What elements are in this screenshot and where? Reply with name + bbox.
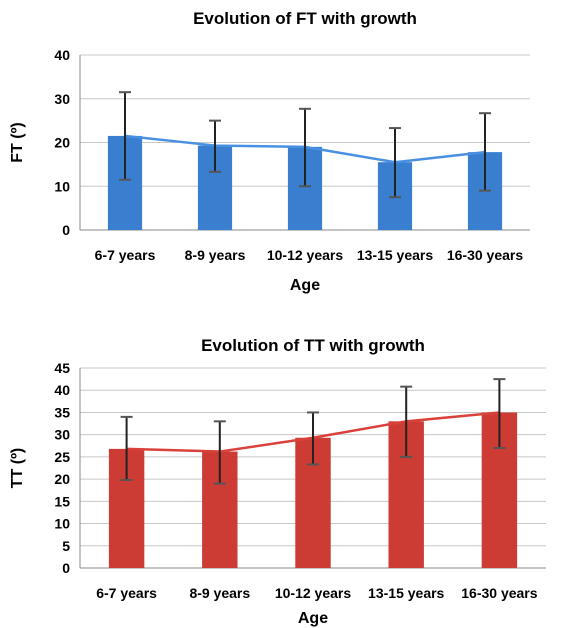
x-tick-label: 16-30 years [447, 247, 524, 263]
error-bar-3 [299, 107, 311, 188]
chart-2: Evolution of TT with growth 0 5 10 15 20 25 30 3… [9, 336, 546, 627]
error-bar-1 [119, 91, 131, 181]
y-tick-label: 0 [62, 560, 70, 576]
x-tick-label: 6-7 years [95, 247, 156, 263]
y-tick-label: 15 [54, 493, 70, 509]
y-tick-label: 10 [54, 516, 70, 532]
y-tick-label: 40 [54, 47, 70, 63]
x-tick-label: 8-9 years [185, 247, 246, 263]
error-bar-2 [213, 420, 226, 485]
x-tick-label: 8-9 years [189, 585, 250, 601]
y-tick-label: 20 [54, 471, 70, 487]
error-bar-5 [479, 112, 491, 192]
y-tick-label: 40 [54, 382, 70, 398]
x-tick-label: 13-15 years [368, 585, 445, 601]
y-tick-label: 30 [54, 427, 70, 443]
y-tick-label: 5 [62, 538, 70, 554]
error-bar-3 [307, 411, 319, 466]
error-bar-5 [493, 378, 506, 449]
error-bar-4 [400, 385, 413, 458]
x-tick-label: 16-30 years [461, 585, 538, 601]
y-tick-label: 25 [54, 449, 70, 465]
error-bar-4 [389, 127, 401, 199]
y-tick-label: 20 [54, 135, 70, 151]
y-tick-label: 30 [54, 91, 70, 107]
chart-title: Evolution of FT with growth [193, 9, 417, 28]
chart-title: Evolution of TT with growth [201, 336, 425, 355]
y-tick-label: 45 [54, 360, 70, 376]
x-axis-label: Age [298, 610, 328, 627]
chart-1: Evolution of FT with growth 0 10 20 30 40 6-7 … [9, 9, 530, 294]
x-tick-label: 10-12 years [267, 247, 344, 263]
y-axis-label: TT (º) [9, 448, 26, 489]
x-tick-label: 13-15 years [357, 247, 434, 263]
x-tick-label: 6-7 years [96, 585, 157, 601]
y-tick-label: 35 [54, 404, 70, 420]
error-bar-2 [209, 119, 221, 173]
x-axis-label: Age [290, 277, 320, 294]
y-tick-label: 0 [62, 222, 70, 238]
y-tick-label: 10 [54, 178, 70, 194]
y-axis-label: FT (º) [9, 122, 26, 163]
error-bar-1 [120, 415, 133, 481]
x-tick-label: 10-12 years [275, 585, 352, 601]
